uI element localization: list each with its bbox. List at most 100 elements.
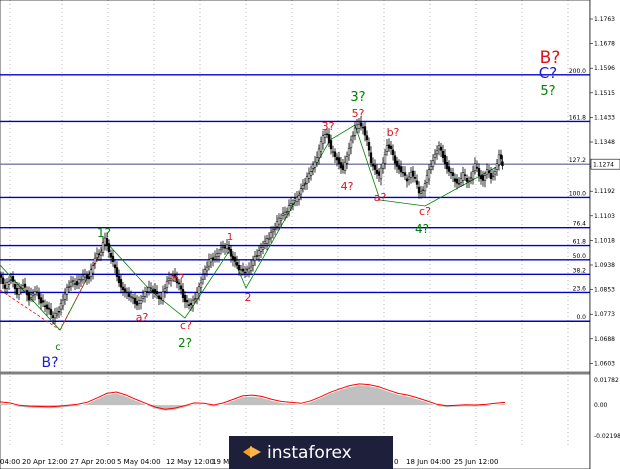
candle-body (351, 135, 355, 138)
candle-body (25, 290, 29, 296)
candle-body (69, 281, 73, 287)
candle-body (395, 160, 399, 167)
wave-label: b? (387, 126, 400, 139)
candle-body (497, 154, 501, 165)
wave-label: b? (172, 272, 185, 285)
candle-body (481, 175, 485, 181)
candle-body (155, 291, 159, 295)
candle-body (307, 173, 311, 179)
candle-body (255, 255, 259, 257)
candle-body (139, 300, 143, 304)
candle-body (455, 178, 459, 184)
candle-body (39, 297, 43, 304)
candle-body (31, 293, 35, 297)
candle-body (215, 253, 219, 258)
candle-body (501, 161, 504, 166)
wave-label: 2 (245, 291, 252, 304)
candle-body (319, 141, 323, 152)
fib-level-label: 38.2 (573, 267, 587, 274)
candle-body (415, 180, 419, 185)
candle-body (369, 152, 373, 164)
candle-body (227, 246, 231, 250)
candle-body (119, 279, 123, 288)
wave-label: 2? (178, 336, 192, 350)
candle-body (73, 283, 77, 285)
candle-body (447, 166, 451, 172)
candle-body (51, 315, 55, 319)
candle-body (143, 291, 147, 297)
candle-body (315, 157, 319, 163)
wave-label: c (55, 342, 61, 353)
candle-body (93, 257, 97, 264)
candle-body (231, 255, 235, 261)
candle-body (393, 155, 397, 164)
candle-body (97, 253, 101, 256)
wave-label: 5? (352, 107, 365, 120)
candle-body (407, 176, 411, 180)
candle-body (233, 256, 237, 262)
candle-body (439, 146, 443, 151)
candle-body (467, 180, 471, 182)
candle-body (387, 144, 391, 149)
current-price-label: 1.1274 (593, 162, 614, 169)
fib-level-label: 23.6 (573, 285, 587, 292)
candle-body (3, 284, 7, 289)
candle-body (431, 160, 435, 167)
candle-body (241, 268, 245, 272)
candle-body (217, 253, 221, 257)
candle-body (151, 289, 155, 293)
candle-body (283, 211, 287, 215)
wave-label: 4? (341, 180, 354, 193)
candle-body (361, 126, 365, 129)
candle-body (7, 281, 11, 285)
candle-body (349, 139, 353, 149)
wave-label: 4? (415, 222, 429, 236)
wave-label: a? (374, 191, 387, 204)
candle-body (205, 266, 209, 272)
watermark: instaforex (229, 436, 393, 469)
candle-body (499, 154, 503, 160)
candle-body (311, 164, 315, 169)
candle-body (235, 262, 239, 266)
candle-body (417, 186, 421, 194)
candle-body (309, 171, 313, 176)
candle-body (177, 282, 181, 285)
candle-body (429, 166, 433, 171)
y-tick-label: 1.1678 (594, 41, 615, 48)
candle-body (159, 297, 163, 300)
x-tick-label: 19 M (212, 458, 229, 466)
candle-body (385, 145, 389, 152)
candle-body (341, 165, 345, 170)
instaforex-logo-icon (243, 446, 261, 458)
candle-body (329, 140, 333, 150)
candle-body (419, 191, 423, 194)
fib-level-label: 200.0 (569, 68, 586, 75)
candle-body (45, 304, 49, 310)
candle-body (183, 295, 187, 303)
candle-body (323, 134, 327, 138)
candle-body (129, 296, 133, 298)
candle-body (333, 151, 337, 157)
x-tick-label: 20 Apr 12:00 (22, 458, 68, 466)
candle-body (363, 126, 367, 136)
wave-label: a? (136, 311, 149, 324)
candle-body (49, 309, 53, 316)
candle-body (423, 183, 427, 192)
candle-body (463, 174, 467, 176)
candle-body (105, 237, 109, 246)
candle-body (5, 282, 9, 289)
candle-body (121, 286, 125, 291)
candle-body (391, 149, 395, 155)
candle-body (365, 135, 369, 141)
candle-body (207, 259, 211, 267)
y-tick-label: 1.0853 (594, 287, 615, 294)
candle-body (187, 304, 191, 306)
candle-body (13, 284, 17, 290)
oscillator-tick-label: 0.00 (594, 402, 608, 409)
fib-level-label: 76.4 (573, 221, 587, 228)
candle-body (27, 292, 31, 301)
candle-body (133, 297, 137, 304)
candle-body (383, 154, 387, 164)
candle-body (281, 213, 285, 216)
oscillator-histogram (0, 385, 505, 411)
